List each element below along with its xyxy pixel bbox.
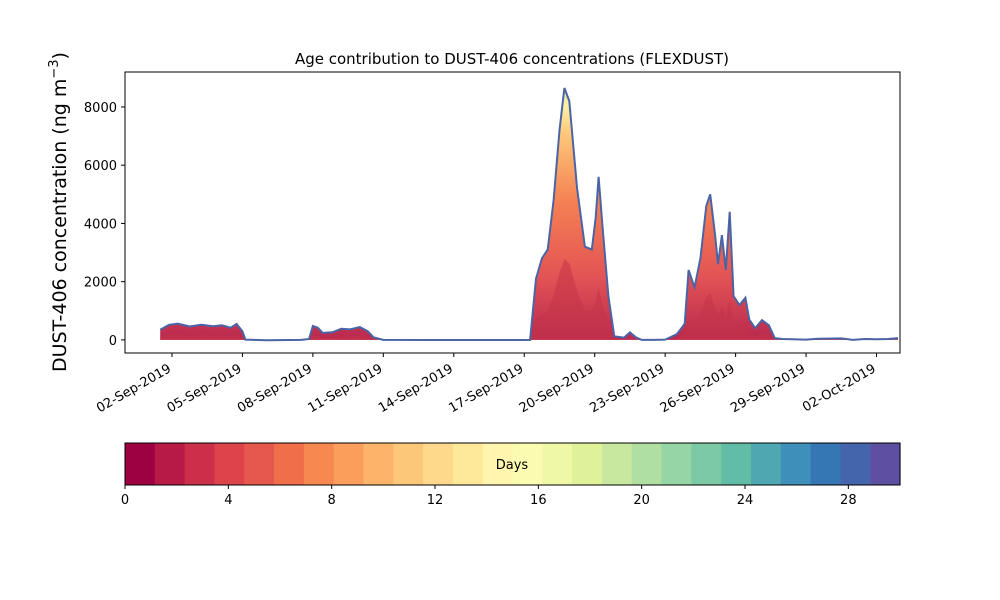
colorbar-segment — [542, 443, 573, 485]
colorbar-axis: 0 4 8 12 16 20 24 28 — [121, 485, 857, 508]
colorbar-segment — [661, 443, 692, 485]
colorbar-segment — [423, 443, 454, 485]
colorbar-segment — [274, 443, 305, 485]
x-axis: 02-Sep-201905-Sep-201908-Sep-201911-Sep-… — [94, 353, 879, 416]
y-axis-label-main: DUST-406 concentration (ng m — [49, 79, 71, 372]
y-axis-label: DUST-406 concentration (ng m−3) — [47, 52, 71, 372]
colorbar-segment — [452, 443, 484, 485]
x-tick-label: 08-Sep-2019 — [235, 361, 315, 416]
y-tick-label: 2000 — [84, 276, 117, 291]
colorbar-tick-label: 12 — [427, 493, 444, 508]
colorbar-segment — [691, 443, 722, 485]
colorbar-segment — [631, 443, 663, 485]
age-contribution-area — [160, 88, 898, 341]
colorbar-segment — [214, 443, 245, 485]
colorbar-segment — [572, 443, 603, 485]
colorbar-tick-label: 4 — [224, 493, 232, 508]
colorbar-segment — [810, 443, 841, 485]
y-axis-label-exponent: −3 — [47, 59, 62, 78]
colorbar-segment — [125, 443, 156, 485]
colorbar-segment — [750, 443, 782, 485]
colorbar-segment — [840, 443, 871, 485]
x-tick-label: 17-Sep-2019 — [446, 361, 526, 416]
colorbar-segment — [870, 443, 901, 485]
colorbar-tick-label: 0 — [121, 493, 129, 508]
colorbar-segment — [721, 443, 752, 485]
chart-title: Age contribution to DUST-406 concentrati… — [295, 50, 729, 68]
colorbar-segment — [512, 443, 543, 485]
colorbar-tick-label: 24 — [737, 493, 754, 508]
colorbar-segment — [244, 443, 275, 485]
colorbar-tick-label: 20 — [633, 493, 650, 508]
colorbar-tick-label: 16 — [530, 493, 547, 508]
total-concentration-line — [159, 87, 899, 342]
colorbar-segment — [303, 443, 335, 485]
x-tick-label: 14-Sep-2019 — [376, 361, 456, 416]
y-tick-label: 0 — [109, 334, 117, 349]
colorbar-label: Days — [496, 458, 529, 473]
x-tick-label: 02-Oct-2019 — [800, 361, 878, 415]
x-tick-label: 29-Sep-2019 — [728, 361, 808, 416]
colorbar-segment — [363, 443, 394, 485]
y-axis: 0 2000 4000 6000 8000 — [84, 101, 125, 349]
x-tick-label: 20-Sep-2019 — [517, 361, 597, 416]
x-tick-label: 23-Sep-2019 — [587, 361, 667, 416]
x-tick-label: 05-Sep-2019 — [165, 361, 245, 416]
colorbar-segment — [154, 443, 186, 485]
colorbar-segment — [184, 443, 216, 485]
colorbar-segment — [393, 443, 424, 485]
x-tick-label: 26-Sep-2019 — [658, 361, 738, 416]
x-tick-label: 02-Sep-2019 — [94, 361, 174, 416]
y-tick-label: 8000 — [84, 101, 117, 116]
colorbar-segment — [780, 443, 812, 485]
plot-frame — [124, 71, 901, 354]
colorbar-segment — [333, 443, 365, 485]
colorbar-tick-label: 8 — [328, 493, 336, 508]
colorbar — [125, 443, 901, 485]
colorbar-tick-label: 28 — [840, 493, 857, 508]
colorbar-segment — [601, 443, 633, 485]
colorbar-frame — [124, 442, 901, 486]
colorbar-segment — [482, 443, 514, 485]
x-tick-label: 11-Sep-2019 — [306, 361, 386, 416]
y-tick-label: 4000 — [84, 217, 117, 232]
plot-area — [159, 87, 899, 342]
young-age-area — [160, 259, 898, 340]
y-axis-label-close: ) — [49, 52, 71, 59]
y-tick-label: 6000 — [84, 159, 117, 174]
